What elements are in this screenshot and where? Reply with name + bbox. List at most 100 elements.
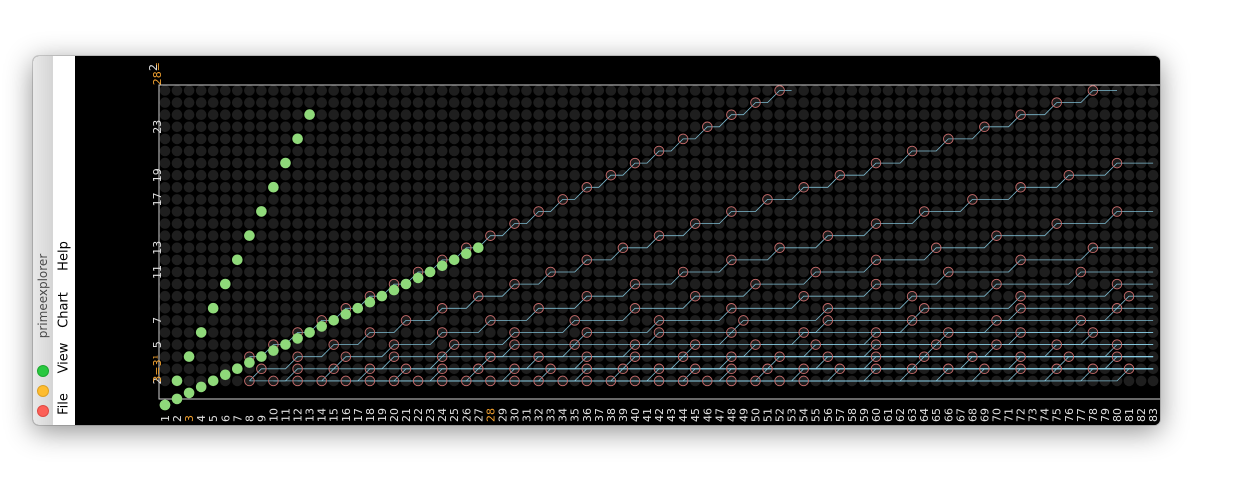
grid-dot bbox=[1087, 194, 1099, 205]
grid-dot bbox=[665, 206, 677, 217]
grid-dot bbox=[665, 182, 677, 193]
grid-dot bbox=[292, 254, 303, 266]
grid-dot bbox=[388, 303, 400, 314]
factor-ring bbox=[629, 351, 641, 362]
prime-dot bbox=[436, 260, 448, 272]
grid-dot bbox=[545, 169, 556, 181]
grid-dot bbox=[424, 97, 436, 108]
grid-dot bbox=[545, 133, 556, 145]
grid-dot bbox=[545, 109, 556, 120]
grid-dot bbox=[750, 121, 761, 133]
grid-dot bbox=[292, 85, 303, 96]
menu-view[interactable]: View bbox=[56, 342, 72, 374]
grid-dot bbox=[1003, 133, 1014, 145]
grid-dot bbox=[822, 278, 834, 290]
grid-dot bbox=[918, 85, 930, 96]
prime-dot bbox=[473, 242, 484, 253]
grid-dot bbox=[497, 303, 508, 314]
grid-dot bbox=[1015, 242, 1026, 254]
factor-ring bbox=[726, 363, 737, 375]
grid-dot bbox=[967, 85, 978, 96]
grid-dot bbox=[473, 194, 484, 205]
grid-dot bbox=[991, 254, 1002, 266]
grid-dot bbox=[232, 278, 243, 290]
grid-dot bbox=[448, 121, 460, 133]
minimize-button[interactable] bbox=[37, 385, 49, 397]
factor-ring bbox=[906, 145, 918, 157]
factor-ring bbox=[1123, 290, 1135, 302]
factor-ring bbox=[509, 278, 520, 290]
grid-dot bbox=[653, 169, 665, 181]
prime-dot bbox=[424, 266, 436, 278]
grid-dot bbox=[834, 194, 846, 205]
grid-dot bbox=[388, 218, 400, 229]
grid-dot bbox=[617, 278, 629, 290]
grid-dot bbox=[207, 85, 219, 96]
prime-dot bbox=[448, 254, 460, 266]
grid-dot bbox=[1123, 254, 1135, 266]
grid-dot bbox=[593, 218, 605, 229]
grid-dot bbox=[870, 169, 882, 181]
grid-dot bbox=[244, 303, 255, 314]
grid-dot bbox=[1135, 169, 1147, 181]
grid-dot bbox=[364, 230, 376, 241]
menu-help[interactable]: Help bbox=[56, 241, 72, 271]
grid-dot bbox=[304, 157, 315, 169]
grid-dot bbox=[220, 218, 231, 229]
grid-dot bbox=[1015, 266, 1026, 278]
grid-dot bbox=[726, 218, 737, 229]
grid-dot bbox=[232, 339, 243, 350]
prime-chart[interactable]: 1 2 3 4 5 6 7 8 9 10 11 12 13 14 15 16 17 18 19 20 21 22 23 24 2… bbox=[75, 56, 1160, 425]
factor-ring bbox=[653, 145, 665, 157]
grid-dot bbox=[195, 97, 207, 108]
x-tick-label: 77 bbox=[1075, 408, 1088, 422]
grid-dot bbox=[473, 278, 484, 290]
close-button[interactable] bbox=[37, 405, 49, 417]
grid-dot bbox=[918, 230, 930, 241]
x-tick-label: 34 bbox=[557, 408, 570, 422]
factor-ring bbox=[569, 315, 580, 326]
grid-dot bbox=[979, 206, 990, 217]
grid-dot bbox=[689, 145, 701, 157]
grid-dot bbox=[220, 85, 231, 96]
grid-dot bbox=[533, 242, 544, 254]
grid-dot bbox=[846, 97, 858, 108]
grid-dot bbox=[195, 194, 207, 205]
grid-dot bbox=[1051, 206, 1062, 217]
grid-dot bbox=[894, 266, 906, 278]
grid-dot bbox=[1051, 109, 1062, 120]
menu-file[interactable]: File bbox=[56, 393, 72, 415]
grid-dot bbox=[364, 315, 376, 326]
grid-dot bbox=[352, 266, 364, 278]
grid-dot bbox=[268, 327, 279, 338]
grid-dot bbox=[858, 182, 870, 193]
grid-dot bbox=[256, 242, 267, 254]
grid-dot bbox=[1003, 290, 1014, 302]
grid-dot bbox=[473, 218, 484, 229]
factor-ring bbox=[943, 363, 954, 375]
grid-dot bbox=[750, 290, 761, 302]
grid-dot bbox=[292, 218, 303, 229]
grid-dot bbox=[268, 206, 279, 217]
grid-dot bbox=[762, 133, 773, 145]
x-tick-label: 64 bbox=[918, 408, 931, 422]
factor-ring bbox=[400, 363, 412, 375]
grid-dot bbox=[1027, 169, 1038, 181]
grid-dot bbox=[1111, 218, 1123, 229]
factor-ring bbox=[870, 278, 882, 290]
grid-dot bbox=[870, 242, 882, 254]
zoom-button[interactable] bbox=[37, 365, 49, 377]
grid-dot bbox=[400, 133, 412, 145]
grid-dot bbox=[316, 157, 327, 169]
grid-dot bbox=[906, 109, 918, 120]
title-bar[interactable]: primeexplorer bbox=[33, 56, 54, 425]
grid-dot bbox=[822, 133, 834, 145]
x-tick-label: 49 bbox=[737, 408, 750, 422]
grid-dot bbox=[979, 182, 990, 193]
grid-dot bbox=[858, 121, 870, 133]
x-tick-label: 66 bbox=[942, 408, 955, 422]
grid-dot bbox=[256, 230, 267, 241]
grid-dot bbox=[171, 266, 183, 278]
menu-chart[interactable]: Chart bbox=[56, 292, 72, 328]
grid-dot bbox=[617, 303, 629, 314]
